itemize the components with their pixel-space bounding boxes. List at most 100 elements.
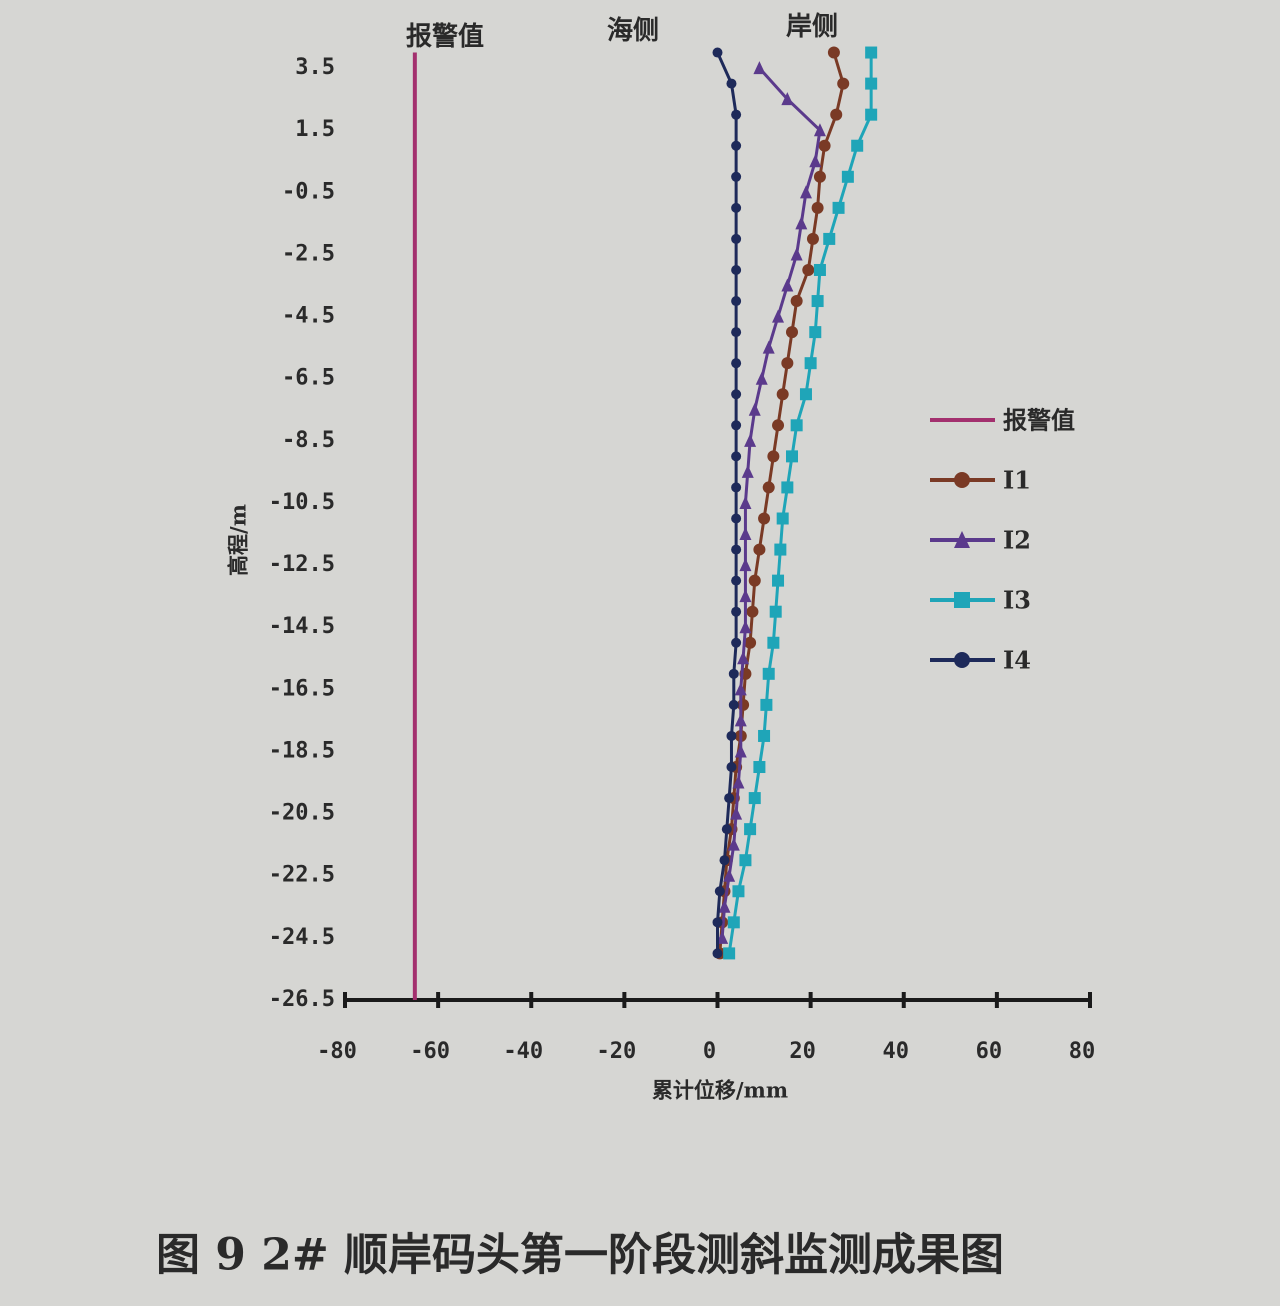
marker <box>731 637 742 648</box>
marker <box>762 667 775 680</box>
marker <box>799 185 812 199</box>
marker <box>731 171 742 182</box>
marker <box>758 729 771 742</box>
marker <box>772 574 785 587</box>
annotation: 报警值 <box>406 21 484 52</box>
marker <box>809 154 822 168</box>
marker <box>712 948 723 959</box>
marker <box>744 636 757 649</box>
marker <box>786 450 798 463</box>
marker <box>813 263 826 276</box>
x-axis-label: 累计位移/mm <box>652 1078 788 1103</box>
marker <box>781 481 794 494</box>
marker <box>799 388 812 401</box>
marker <box>727 837 740 851</box>
marker <box>865 108 878 121</box>
marker <box>753 543 766 556</box>
marker <box>739 558 752 572</box>
marker <box>790 419 803 432</box>
marker <box>865 46 878 59</box>
legend-label: I3 <box>1003 586 1031 615</box>
y-tick-label: -22.5 <box>269 863 335 888</box>
marker <box>731 109 742 120</box>
marker <box>724 793 735 804</box>
marker <box>732 775 745 789</box>
marker <box>731 482 742 493</box>
marker <box>716 930 729 944</box>
marker <box>712 47 723 58</box>
marker <box>744 433 757 447</box>
marker <box>731 451 742 462</box>
annotation: 海侧 <box>607 16 659 46</box>
marker <box>758 512 771 525</box>
marker <box>731 296 742 307</box>
marker <box>731 513 742 524</box>
x-tick-label: 20 <box>789 1039 816 1064</box>
y-tick-label: -12.5 <box>269 552 335 577</box>
marker <box>723 947 736 960</box>
marker <box>776 512 789 525</box>
marker <box>748 792 761 805</box>
marker <box>732 885 745 898</box>
y-tick-label: -20.5 <box>269 801 335 826</box>
legend-label: I2 <box>1003 526 1031 555</box>
marker <box>767 450 780 463</box>
marker <box>811 201 824 214</box>
series-line <box>716 51 738 954</box>
marker <box>734 713 747 727</box>
marker <box>731 264 742 275</box>
marker <box>865 77 878 90</box>
marker <box>739 854 752 867</box>
marker <box>772 309 785 323</box>
marker <box>726 762 737 773</box>
marker <box>769 605 782 618</box>
marker <box>851 139 864 152</box>
marker <box>748 574 761 587</box>
marker <box>767 636 780 649</box>
marker <box>781 278 794 292</box>
marker <box>712 917 723 928</box>
marker <box>786 326 798 339</box>
y-tick-label: -6.5 <box>282 366 335 391</box>
marker <box>811 295 824 308</box>
y-axis-label: 高程/m <box>226 504 251 576</box>
marker <box>809 326 822 339</box>
marker <box>748 402 761 416</box>
legend-label: I1 <box>1003 466 1031 495</box>
marker <box>731 389 742 400</box>
y-tick-label: -14.5 <box>269 614 335 639</box>
marker <box>762 481 775 494</box>
y-tick-label: -16.5 <box>269 676 335 701</box>
y-tick-label: -26.5 <box>269 987 335 1012</box>
marker <box>753 761 766 774</box>
marker <box>734 682 747 696</box>
x-tick-label: -40 <box>503 1039 543 1064</box>
marker <box>837 77 850 90</box>
marker <box>739 527 752 541</box>
x-tick-label: -20 <box>597 1039 637 1064</box>
marker <box>827 46 840 59</box>
legend-label: 报警值 <box>1003 406 1075 435</box>
marker <box>753 61 766 75</box>
marker <box>731 420 742 431</box>
marker <box>954 472 970 488</box>
y-tick-label: 1.5 <box>295 117 335 142</box>
marker <box>818 139 831 152</box>
marker <box>806 232 819 245</box>
marker <box>739 495 752 509</box>
marker <box>830 108 843 121</box>
marker <box>731 606 742 617</box>
marker <box>762 340 775 354</box>
marker <box>731 358 742 369</box>
y-tick-label: -18.5 <box>269 738 335 763</box>
y-tick-label: -10.5 <box>269 490 335 515</box>
y-tick-label: -2.5 <box>282 241 335 266</box>
marker <box>772 419 785 432</box>
marker <box>832 201 845 214</box>
marker <box>776 388 789 401</box>
marker <box>739 620 752 634</box>
marker <box>813 123 826 137</box>
marker <box>954 652 970 668</box>
caption: 图 9 2# 顺岸码头第一阶段测斜监测成果图 <box>156 1230 1004 1281</box>
